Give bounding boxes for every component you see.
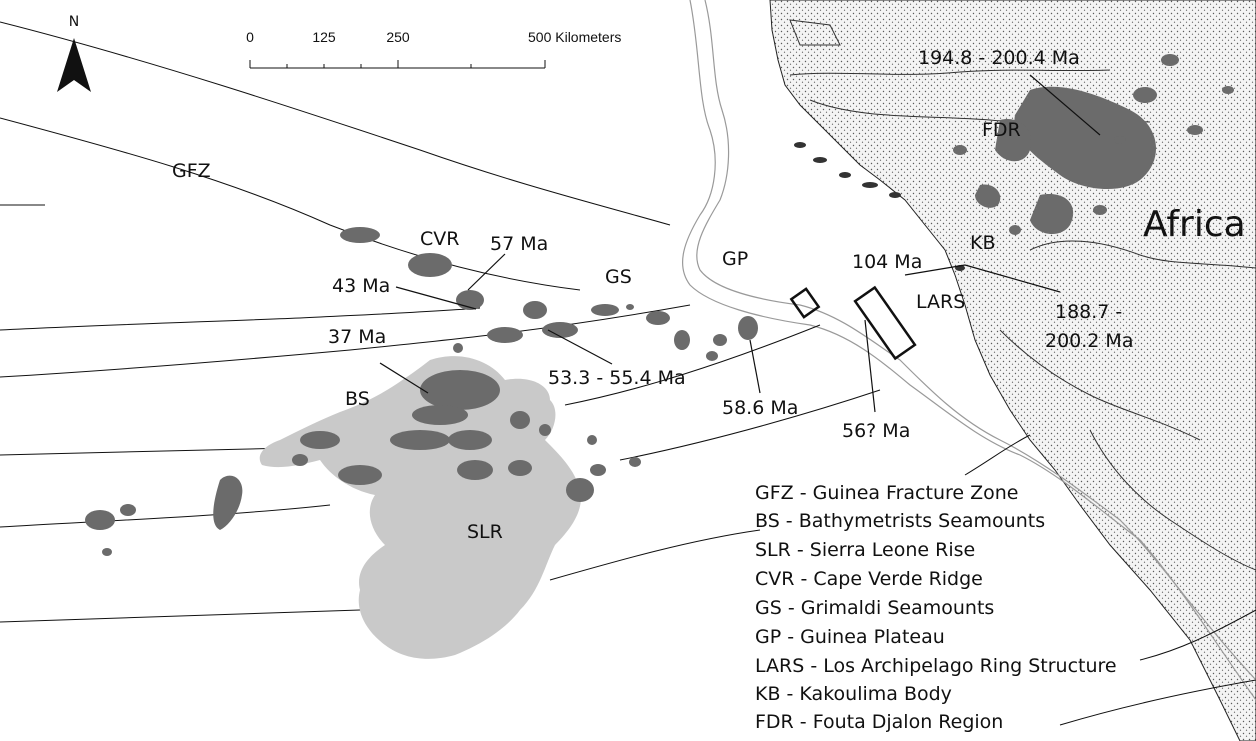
label-gs: GS [605,266,632,288]
age-43: 43 Ma [332,275,390,297]
north-arrow: N [57,14,91,92]
legend-item: GFZ - Guinea Fracture Zone [755,482,1019,504]
age-104: 104 Ma [852,251,922,273]
legend-item: KB - Kakoulima Body [755,683,952,705]
legend-item: FDR - Fouta Djalon Region [755,711,1003,733]
legend-item: LARS - Los Archipelago Ring Structure [755,655,1117,677]
scale-tick-500: 500 Kilometers [528,29,621,45]
scale-tick-250: 250 [386,29,410,45]
age-1887-line1: 188.7 - [1055,301,1122,323]
age-586: 58.6 Ma [722,397,798,419]
label-cvr: CVR [420,228,459,250]
label-fdr: FDR [982,119,1021,141]
scale-bar: 0 125 250 500 Kilometers [246,29,621,69]
coastal-islands [794,142,965,271]
age-56: 56? Ma [842,420,910,442]
scale-tick-0: 0 [246,29,254,45]
continental-shelf [682,0,1256,701]
label-africa: Africa [1143,204,1246,245]
sierra-leone-rise [259,356,581,659]
age-57: 57 Ma [490,233,548,255]
age-37: 37 Ma [328,326,386,348]
legend-item: BS - Bathymetrists Seamounts [755,510,1045,532]
scale-tick-125: 125 [312,29,336,45]
fouta-djalon-volcanics [953,54,1234,235]
north-arrow-icon [57,38,91,92]
lars-boxes [789,285,917,361]
label-bs: BS [345,388,370,410]
legend-item: SLR - Sierra Leone Rise [755,539,975,561]
age-1948: 194.8 - 200.4 Ma [918,47,1080,69]
label-lars: LARS [916,291,965,313]
legend: GFZ - Guinea Fracture Zone BS - Bathymet… [755,482,1117,733]
label-gp: GP [722,248,748,270]
north-arrow-letter: N [69,14,79,30]
legend-item: GP - Guinea Plateau [755,626,945,648]
leader-lines [379,74,1101,413]
africa-landmass [769,0,1256,741]
label-slr: SLR [467,521,503,543]
legend-item: GS - Grimaldi Seamounts [755,597,994,619]
legend-item: CVR - Cape Verde Ridge [755,568,983,590]
label-kb: KB [970,232,996,254]
age-53: 53.3 - 55.4 Ma [548,367,686,389]
label-gfz: GFZ [172,160,211,182]
age-1887-line2: 200.2 Ma [1045,330,1133,352]
